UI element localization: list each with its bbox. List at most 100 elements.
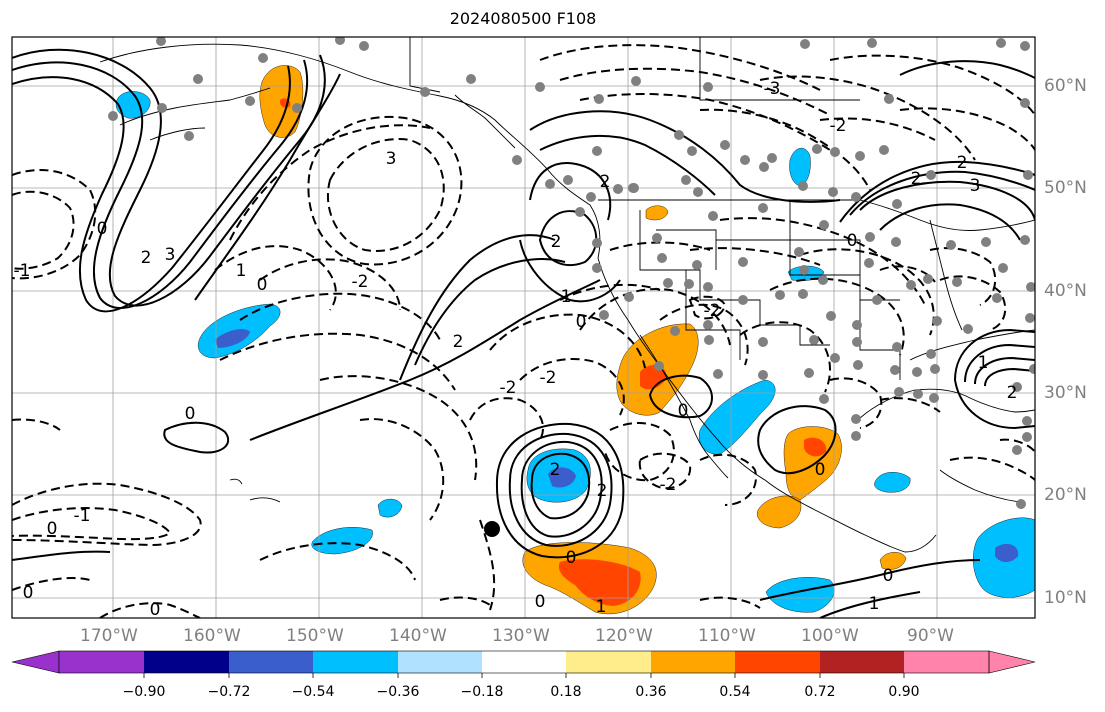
- contour-label: 3: [970, 176, 981, 196]
- contour-label: 0: [883, 566, 894, 586]
- colorbar-segment: [820, 651, 904, 673]
- shaded-region-north-pacific-cold: [197, 303, 281, 359]
- contour-label: 2: [551, 232, 562, 252]
- marker-dot: [484, 521, 500, 537]
- colorbar-segment: [651, 651, 735, 673]
- contour-label: 0: [576, 312, 587, 332]
- contour-label: 3: [165, 245, 176, 265]
- shaded-region-central-america-warm: [879, 552, 907, 570]
- contour-label: -2: [500, 378, 517, 398]
- contour-label: 1: [978, 353, 989, 373]
- colorbar-tick-label: −0.72: [207, 684, 251, 700]
- lat-label: 10°N: [1044, 588, 1087, 608]
- contour-label: 2: [141, 248, 152, 268]
- shaded-region-eastern-pacific-warm: [522, 542, 657, 615]
- contour-label: 2: [1007, 383, 1018, 403]
- contour-labels: 0 2 3 -1 1 0 3 -2 2 0 -1 0 0 0 -2 -2 0 1…: [14, 79, 1018, 620]
- colorbar-segment: [904, 651, 989, 673]
- contour-label: 0: [150, 600, 161, 620]
- contour-label: 0: [566, 548, 577, 568]
- contour-label: -2: [352, 272, 369, 292]
- contour-label: 1: [596, 597, 607, 617]
- lon-label: 150°W: [286, 626, 344, 646]
- shaded-region-canada-cold: [789, 148, 811, 187]
- dashed-contours: [12, 44, 1035, 618]
- colorbar-segment: [313, 651, 398, 673]
- colorbar-tick-label: −0.90: [122, 684, 166, 700]
- colorbar-segment: [229, 651, 313, 673]
- contour-label: 2: [957, 153, 968, 173]
- lon-label: 160°W: [183, 626, 241, 646]
- shaded-region-mexico-cold: [698, 379, 776, 455]
- contour-label: -2: [704, 301, 721, 321]
- shaded-anomaly-layer: [115, 65, 1035, 615]
- contour-label: -2: [660, 475, 677, 495]
- lon-label: 170°W: [80, 626, 138, 646]
- shaded-region-eastern-pacific-low: [526, 448, 591, 503]
- contour-label: 0: [815, 460, 826, 480]
- contour-label: 2: [911, 169, 922, 189]
- colorbar-tick-label: −0.36: [376, 684, 420, 700]
- lon-label: 140°W: [389, 626, 447, 646]
- lon-label: 110°W: [698, 626, 756, 646]
- contour-label: 2: [597, 481, 608, 501]
- contour-label: -1: [14, 261, 31, 281]
- contour-label: 0: [678, 401, 689, 421]
- colorbar-segment: [482, 651, 566, 673]
- shaded-region-gulf-cold: [874, 472, 911, 493]
- map-title: 2024080500 F108: [449, 9, 597, 28]
- map-frame: [11, 36, 1036, 619]
- contour-label: 0: [23, 583, 34, 603]
- shaded-region-pacific-northwest-warm: [645, 205, 669, 221]
- shaded-region-mexico-warm-south: [757, 495, 802, 529]
- lon-label: 120°W: [595, 626, 653, 646]
- solid-contours: [12, 48, 1035, 618]
- lon-label: 100°W: [801, 626, 859, 646]
- lat-label: 50°N: [1044, 178, 1087, 198]
- colorbar-segment: [566, 651, 651, 673]
- lon-label: 130°W: [492, 626, 550, 646]
- shaded-region-central-pacific-cold-2: [311, 527, 373, 555]
- contour-label: 1: [561, 287, 572, 307]
- lon-label: 90°W: [907, 626, 954, 646]
- contour-label: -1: [74, 506, 91, 526]
- colorbar-segment: [398, 651, 482, 673]
- station-dots: [108, 37, 1035, 509]
- contour-label: 2: [550, 460, 561, 480]
- contour-label: 3: [386, 149, 397, 169]
- contour-label: 0: [847, 231, 858, 251]
- contour-label: 0: [535, 592, 546, 612]
- colorbar-tick-label: 0.90: [888, 684, 920, 700]
- colorbar-tick-label: 0.18: [550, 684, 582, 700]
- shaded-region-caribbean-cold: [973, 517, 1035, 598]
- contour-label: 0: [257, 275, 268, 295]
- colorbar-tick-label: −0.18: [460, 684, 504, 700]
- shaded-region-southern-mexico-cold: [765, 577, 835, 613]
- colorbar-high-extension: [988, 650, 1036, 674]
- colorbar: [11, 650, 1036, 678]
- colorbar-tick-label: −0.54: [291, 684, 335, 700]
- lat-label: 60°N: [1044, 76, 1087, 96]
- shaded-region-central-mexico-warm: [783, 426, 842, 501]
- contour-label: 0: [185, 404, 196, 424]
- colorbar-segment: [144, 651, 229, 673]
- lat-label: 30°N: [1044, 383, 1087, 403]
- contour-label: 0: [47, 519, 58, 539]
- colorbar-segment: [735, 651, 820, 673]
- contour-label: -3: [764, 79, 781, 99]
- lat-label: 40°N: [1044, 281, 1087, 301]
- contour-label: 2: [453, 332, 464, 352]
- contour-label: 0: [97, 219, 108, 239]
- contour-label: 1: [236, 261, 247, 281]
- contour-label: 2: [600, 172, 611, 192]
- colorbar-low-extension: [11, 650, 60, 674]
- colorbar-tick-label: 0.36: [635, 684, 667, 700]
- lat-label: 20°N: [1044, 485, 1087, 505]
- contour-label: -2: [540, 368, 557, 388]
- shaded-region-alaska-warm: [259, 65, 304, 138]
- shaded-region-central-pacific-cold-1: [377, 498, 403, 518]
- colorbar-tick-label: 0.72: [804, 684, 836, 700]
- colorbar-tick-label: 0.54: [719, 684, 751, 700]
- colorbar-segment: [59, 651, 144, 673]
